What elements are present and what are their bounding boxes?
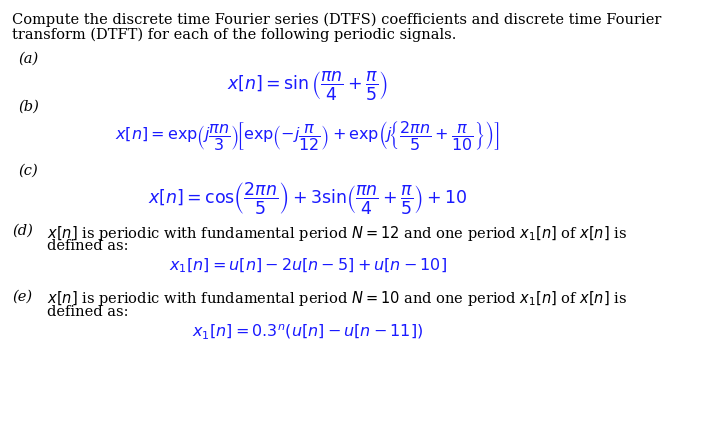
Text: (c): (c) — [19, 163, 38, 177]
Text: $x[n] = \sin\left(\dfrac{\pi n}{4} + \dfrac{\pi}{5}\right)$: $x[n] = \sin\left(\dfrac{\pi n}{4} + \df… — [227, 69, 388, 102]
Text: (e): (e) — [12, 289, 32, 303]
Text: (b): (b) — [19, 99, 39, 113]
Text: transform (DTFT) for each of the following periodic signals.: transform (DTFT) for each of the followi… — [12, 28, 457, 42]
Text: (a): (a) — [19, 51, 39, 65]
Text: $x[n]$ is periodic with fundamental period $N = 12$ and one period $x_1[n]$ of $: $x[n]$ is periodic with fundamental peri… — [47, 223, 628, 242]
Text: $x[n] = \cos\!\left(\dfrac{2\pi n}{5}\right) + 3\sin\!\left(\dfrac{\pi n}{4} + \: $x[n] = \cos\!\left(\dfrac{2\pi n}{5}\ri… — [148, 180, 467, 216]
Text: $x_1[n] = u[n] - 2u[n-5] + u[n-10]$: $x_1[n] = u[n] - 2u[n-5] + u[n-10]$ — [169, 256, 447, 274]
Text: (d): (d) — [12, 223, 33, 237]
Text: $x[n]$ is periodic with fundamental period $N = 10$ and one period $x_1[n]$ of $: $x[n]$ is periodic with fundamental peri… — [47, 289, 628, 307]
Text: $x_1[n] = 0.3^n(u[n] - u[n-11])$: $x_1[n] = 0.3^n(u[n] - u[n-11])$ — [192, 321, 423, 340]
Text: Compute the discrete time Fourier series (DTFS) coefficients and discrete time F: Compute the discrete time Fourier series… — [12, 12, 662, 27]
Text: defined as:: defined as: — [47, 304, 129, 318]
Text: $x[n] = \exp\!\left(j\dfrac{\pi n}{3}\right)\!\left[\exp\!\left(-j\dfrac{\pi}{12: $x[n] = \exp\!\left(j\dfrac{\pi n}{3}\ri… — [115, 119, 500, 152]
Text: defined as:: defined as: — [47, 239, 129, 253]
